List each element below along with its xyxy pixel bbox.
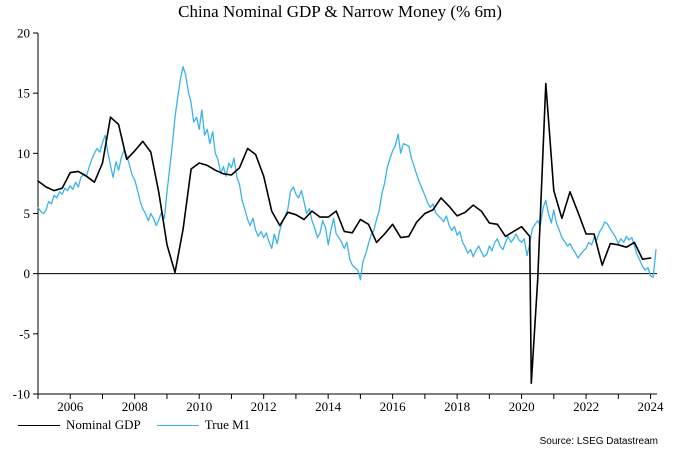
legend-item-nominal-gdp: Nominal GDP (18, 417, 141, 433)
x-tick-label: 2018 (444, 399, 470, 414)
x-tick-label: 2008 (122, 399, 148, 414)
series-layer (37, 66, 657, 384)
y-tick-label: 0 (24, 266, 31, 281)
x-tick-label: 2016 (380, 399, 407, 414)
y-tick-label: -5 (19, 326, 30, 341)
x-tick-label: 2024 (638, 399, 665, 414)
y-tick-label: -10 (13, 387, 30, 402)
series-line-true-m1 (37, 66, 657, 281)
legend-swatch-true-m1 (156, 424, 199, 426)
source-note: Source: LSEG Datastream (539, 436, 658, 447)
x-tick-label: 2022 (573, 399, 599, 414)
legend: Nominal GDP True M1 (18, 417, 266, 433)
x-tick-label: 2010 (186, 399, 212, 414)
x-tick-label: 2012 (251, 399, 277, 414)
series-line-nominal-gdp (37, 82, 652, 384)
axes (33, 32, 657, 399)
x-tick-label: 2014 (315, 399, 342, 414)
x-tick-label: 2006 (57, 399, 84, 414)
x-tick-label: 2020 (509, 399, 535, 414)
legend-swatch-nominal-gdp (18, 424, 60, 426)
y-tick-label: 15 (17, 86, 30, 101)
legend-label-nominal-gdp: Nominal GDP (66, 417, 141, 432)
y-tick-label: 10 (17, 146, 30, 161)
chart-title: China Nominal GDP & Narrow Money (% 6m) (178, 2, 502, 21)
legend-label-true-m1: True M1 (204, 417, 251, 432)
y-tick-label: 5 (24, 206, 31, 221)
legend-item-true-m1: True M1 (156, 417, 251, 433)
tick-labels: -10 -5 0 5 10 15 20 2006 2008 2010 2012 2014 2016 201… (13, 26, 664, 415)
y-tick-label: 20 (17, 26, 30, 41)
